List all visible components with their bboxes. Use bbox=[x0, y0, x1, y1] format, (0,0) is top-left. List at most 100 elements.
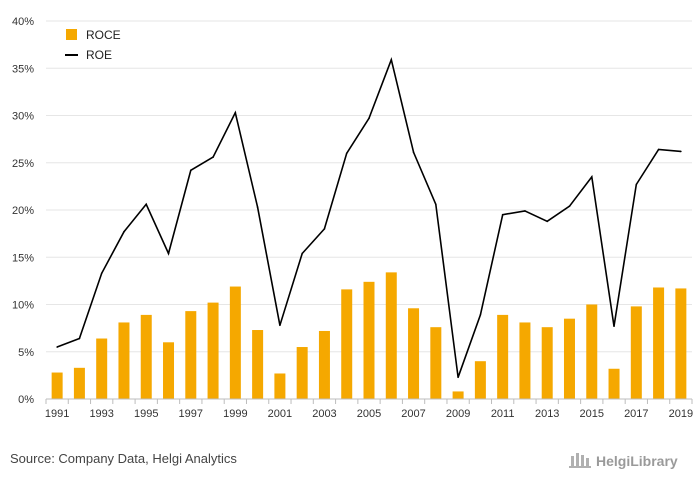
point-roe-2012 bbox=[524, 210, 526, 212]
bar-roce-2007 bbox=[408, 308, 420, 399]
point-roe-2005 bbox=[368, 117, 370, 120]
point-roe-2009 bbox=[457, 376, 459, 379]
y-tick-label: 5% bbox=[18, 347, 34, 359]
x-tick-label: 1995 bbox=[134, 408, 158, 420]
source-note: Source: Company Data, Helgi Analytics bbox=[10, 451, 237, 466]
legend-item-roce: ROCE bbox=[66, 28, 121, 42]
bar-roce-1995 bbox=[140, 314, 152, 399]
bar-roce-1992 bbox=[73, 367, 85, 399]
grid-lines bbox=[46, 20, 692, 353]
bar-roce-2018 bbox=[653, 287, 665, 399]
bar-roce-2009 bbox=[452, 391, 464, 399]
bar-roce-2015 bbox=[586, 304, 598, 399]
bar-roce-1994 bbox=[118, 322, 130, 399]
bar-roce-1993 bbox=[96, 338, 108, 399]
legend-label-roce: ROCE bbox=[86, 28, 121, 42]
brand-name: HelgiLibrary bbox=[596, 453, 678, 469]
bar-roce-2019 bbox=[675, 288, 687, 399]
point-roe-2019 bbox=[680, 150, 682, 153]
point-roe-1993 bbox=[100, 272, 103, 275]
point-roe-1995 bbox=[145, 203, 148, 206]
point-roe-2004 bbox=[345, 152, 348, 155]
point-roe-2014 bbox=[568, 205, 571, 208]
bar-roce-2013 bbox=[541, 327, 553, 399]
x-tick-label: 1997 bbox=[179, 408, 203, 420]
bar-roce-2014 bbox=[563, 318, 575, 399]
bar-roce-1999 bbox=[229, 286, 241, 399]
point-roe-2002 bbox=[301, 252, 303, 255]
y-tick-label: 35% bbox=[12, 63, 34, 75]
point-roe-2018 bbox=[657, 148, 660, 151]
y-tick-labels: 0% 5% 10% 15% 20% 25% 30% 35% 40% bbox=[12, 16, 34, 406]
point-roe-2006 bbox=[390, 58, 393, 61]
point-roe-2017 bbox=[635, 183, 638, 186]
bar-roce-2002 bbox=[296, 347, 308, 399]
x-tick-label: 2019 bbox=[669, 408, 693, 420]
bar-roce-2017 bbox=[630, 306, 642, 399]
bar-roce-1998 bbox=[207, 302, 219, 399]
y-tick-label: 10% bbox=[12, 300, 34, 312]
bar-roce-2012 bbox=[519, 322, 531, 399]
point-roe-1992 bbox=[78, 337, 81, 340]
x-tick-label: 2003 bbox=[312, 408, 336, 420]
bar-roce-2008 bbox=[430, 327, 442, 399]
y-tick-label: 15% bbox=[12, 252, 34, 264]
bar-roce-2004 bbox=[341, 289, 353, 399]
legend-label-roe: ROE bbox=[86, 48, 112, 62]
bar-roce-2010 bbox=[474, 361, 486, 399]
point-roe-2011 bbox=[501, 213, 504, 216]
x-tick-label: 2011 bbox=[491, 408, 515, 420]
bar-roce-2011 bbox=[497, 314, 509, 399]
x-tick-label: 2001 bbox=[268, 408, 292, 420]
x-tick-label: 1991 bbox=[45, 408, 69, 420]
legend-item-roe: ROE bbox=[65, 48, 112, 62]
bar-roce-1996 bbox=[163, 342, 175, 399]
bar-roce-1991 bbox=[51, 372, 63, 399]
x-tick-label: 2009 bbox=[446, 408, 470, 420]
y-tick-label: 0% bbox=[18, 394, 34, 406]
axes bbox=[45, 398, 693, 404]
x-tick-label: 2005 bbox=[357, 408, 381, 420]
x-tick-label: 1999 bbox=[223, 408, 247, 420]
bar-roce-2001 bbox=[274, 373, 286, 399]
brand-logo: HelgiLibrary bbox=[569, 453, 678, 469]
y-tick-label: 40% bbox=[12, 16, 34, 28]
point-roe-1991 bbox=[56, 346, 58, 348]
point-roe-1999 bbox=[234, 111, 237, 114]
point-roe-1994 bbox=[123, 230, 125, 233]
point-roe-2013 bbox=[546, 220, 549, 223]
bar-roce-2003 bbox=[318, 330, 330, 399]
bar-roce-2006 bbox=[385, 272, 397, 399]
bar-roce-2005 bbox=[363, 281, 375, 399]
x-tick-label: 2013 bbox=[535, 408, 559, 420]
legend-swatch-roce bbox=[66, 29, 77, 40]
x-tick-label: 2017 bbox=[624, 408, 648, 420]
y-tick-label: 25% bbox=[12, 158, 34, 170]
bar-series-roce bbox=[51, 272, 687, 399]
point-roe-2015 bbox=[590, 176, 593, 178]
point-roe-2016 bbox=[613, 325, 615, 328]
bar-roce-2000 bbox=[252, 330, 264, 399]
y-tick-label: 30% bbox=[12, 111, 34, 123]
x-tick-label: 1993 bbox=[89, 408, 113, 420]
x-tick-label: 2015 bbox=[580, 408, 604, 420]
bar-roce-2016 bbox=[608, 368, 620, 399]
point-roe-2010 bbox=[479, 314, 482, 316]
point-roe-2003 bbox=[323, 228, 326, 230]
point-roe-2007 bbox=[412, 151, 415, 154]
x-tick-labels: 1991 1993 1995 1997 1999 2001 2003 2005 2007 2009… bbox=[45, 408, 693, 420]
legend: ROCE ROE bbox=[65, 28, 121, 62]
point-roe-2008 bbox=[435, 203, 437, 206]
library-icon bbox=[569, 453, 591, 468]
x-tick-label: 2007 bbox=[401, 408, 425, 420]
bar-roce-1997 bbox=[185, 311, 197, 399]
point-roe-1997 bbox=[189, 169, 192, 172]
point-roe-1996 bbox=[167, 252, 170, 255]
point-roe-1998 bbox=[212, 156, 214, 158]
y-tick-label: 20% bbox=[12, 205, 34, 217]
point-roe-2001 bbox=[279, 324, 281, 327]
line-series-roe bbox=[56, 56, 682, 379]
point-roe-2000 bbox=[256, 206, 259, 208]
